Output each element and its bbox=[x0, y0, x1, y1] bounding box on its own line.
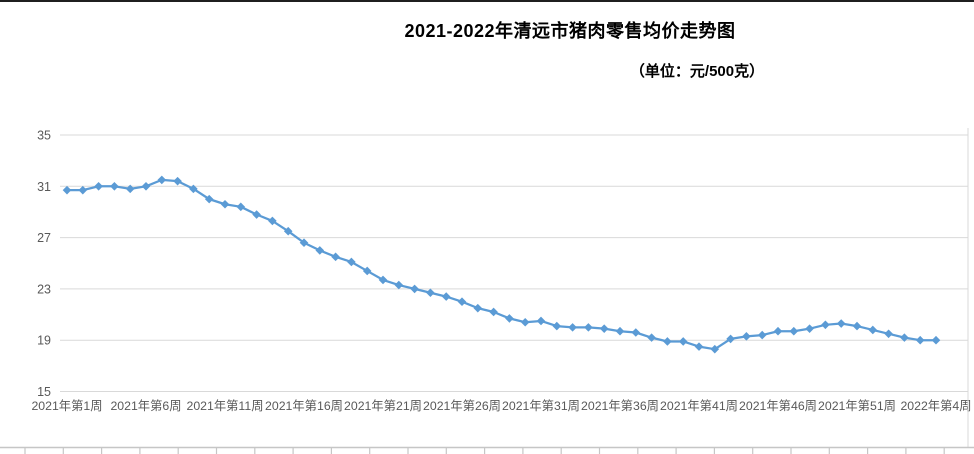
x-tick-label: 2021年第6周 bbox=[110, 399, 181, 413]
data-point-marker bbox=[520, 317, 530, 327]
x-tick-label: 2021年第46周 bbox=[739, 399, 817, 413]
data-point-marker bbox=[773, 326, 783, 336]
data-point-marker bbox=[157, 175, 167, 185]
data-point-marker bbox=[347, 257, 356, 267]
x-tick-label: 2021年第51周 bbox=[818, 399, 896, 413]
data-point-marker bbox=[331, 252, 340, 262]
x-tick-label: 2021年第26周 bbox=[423, 399, 501, 413]
data-point-marker bbox=[62, 185, 72, 195]
data-point-marker bbox=[742, 332, 751, 341]
x-tick-label: 2021年第16周 bbox=[265, 399, 343, 413]
data-point-marker bbox=[584, 323, 593, 332]
data-point-marker bbox=[757, 330, 767, 340]
data-point-marker bbox=[599, 324, 609, 333]
data-point-marker bbox=[189, 184, 198, 194]
data-point-marker bbox=[884, 329, 893, 339]
data-point-marker bbox=[268, 216, 277, 226]
x-tick-label: 2021年第41周 bbox=[660, 399, 738, 413]
y-tick-label: 27 bbox=[37, 231, 51, 245]
data-point-marker bbox=[900, 333, 909, 342]
data-point-marker bbox=[125, 184, 135, 194]
data-point-marker bbox=[552, 321, 562, 331]
data-point-marker bbox=[489, 307, 498, 317]
x-tick-label: 2021年第36周 bbox=[581, 399, 659, 413]
data-point-marker bbox=[536, 316, 546, 326]
data-point-marker bbox=[505, 314, 514, 323]
data-point-marker bbox=[110, 182, 119, 191]
data-point-marker bbox=[789, 326, 799, 336]
data-point-marker bbox=[726, 334, 735, 344]
data-point-marker bbox=[315, 246, 325, 255]
data-point-marker bbox=[631, 328, 641, 337]
data-point-marker bbox=[836, 319, 846, 328]
data-point-marker bbox=[94, 182, 103, 191]
data-point-marker bbox=[299, 238, 309, 248]
data-point-marker bbox=[426, 288, 435, 298]
data-point-marker bbox=[394, 280, 404, 290]
data-point-marker bbox=[915, 335, 925, 345]
data-point-marker bbox=[473, 303, 483, 313]
data-point-marker bbox=[173, 176, 182, 186]
data-point-marker bbox=[678, 337, 688, 346]
data-point-marker bbox=[204, 194, 214, 204]
data-point-marker bbox=[220, 199, 230, 209]
data-point-marker bbox=[647, 333, 656, 342]
data-point-marker bbox=[141, 182, 151, 191]
data-point-marker bbox=[615, 326, 625, 336]
data-point-marker bbox=[378, 275, 388, 285]
y-tick-label: 15 bbox=[37, 385, 51, 399]
data-point-marker bbox=[283, 226, 293, 236]
data-point-marker bbox=[868, 325, 878, 335]
data-point-marker bbox=[441, 292, 451, 301]
data-point-marker bbox=[931, 335, 941, 345]
chart-title: 2021-2022年清远市猪肉零售均价走势图 bbox=[404, 21, 736, 41]
y-tick-label: 35 bbox=[37, 129, 51, 143]
y-tick-label: 23 bbox=[37, 282, 51, 296]
data-point-marker bbox=[852, 321, 862, 331]
y-tick-label: 19 bbox=[37, 334, 51, 348]
data-point-marker bbox=[410, 284, 419, 294]
data-point-marker bbox=[821, 320, 830, 330]
data-point-marker bbox=[710, 344, 720, 354]
x-tick-label: 2022年第4周 bbox=[900, 399, 971, 413]
x-tick-label: 2021年第1周 bbox=[31, 399, 102, 413]
x-tick-label: 2021年第11周 bbox=[186, 399, 263, 413]
x-tick-label: 2021年第21周 bbox=[344, 399, 422, 413]
data-point-marker bbox=[805, 324, 814, 333]
data-point-marker bbox=[568, 323, 577, 332]
data-point-marker bbox=[362, 266, 372, 276]
data-point-marker bbox=[457, 297, 467, 307]
price-line bbox=[67, 178, 936, 351]
y-tick-label: 31 bbox=[37, 180, 51, 194]
data-point-marker bbox=[252, 210, 261, 219]
data-point-marker bbox=[78, 185, 88, 195]
unit-label: （单位：元/500克） bbox=[629, 63, 765, 80]
data-point-marker bbox=[236, 202, 246, 212]
data-point-marker bbox=[663, 337, 672, 346]
x-tick-label: 2021年第31周 bbox=[502, 399, 580, 413]
data-point-marker bbox=[694, 342, 704, 351]
top-border-line bbox=[0, 0, 974, 2]
